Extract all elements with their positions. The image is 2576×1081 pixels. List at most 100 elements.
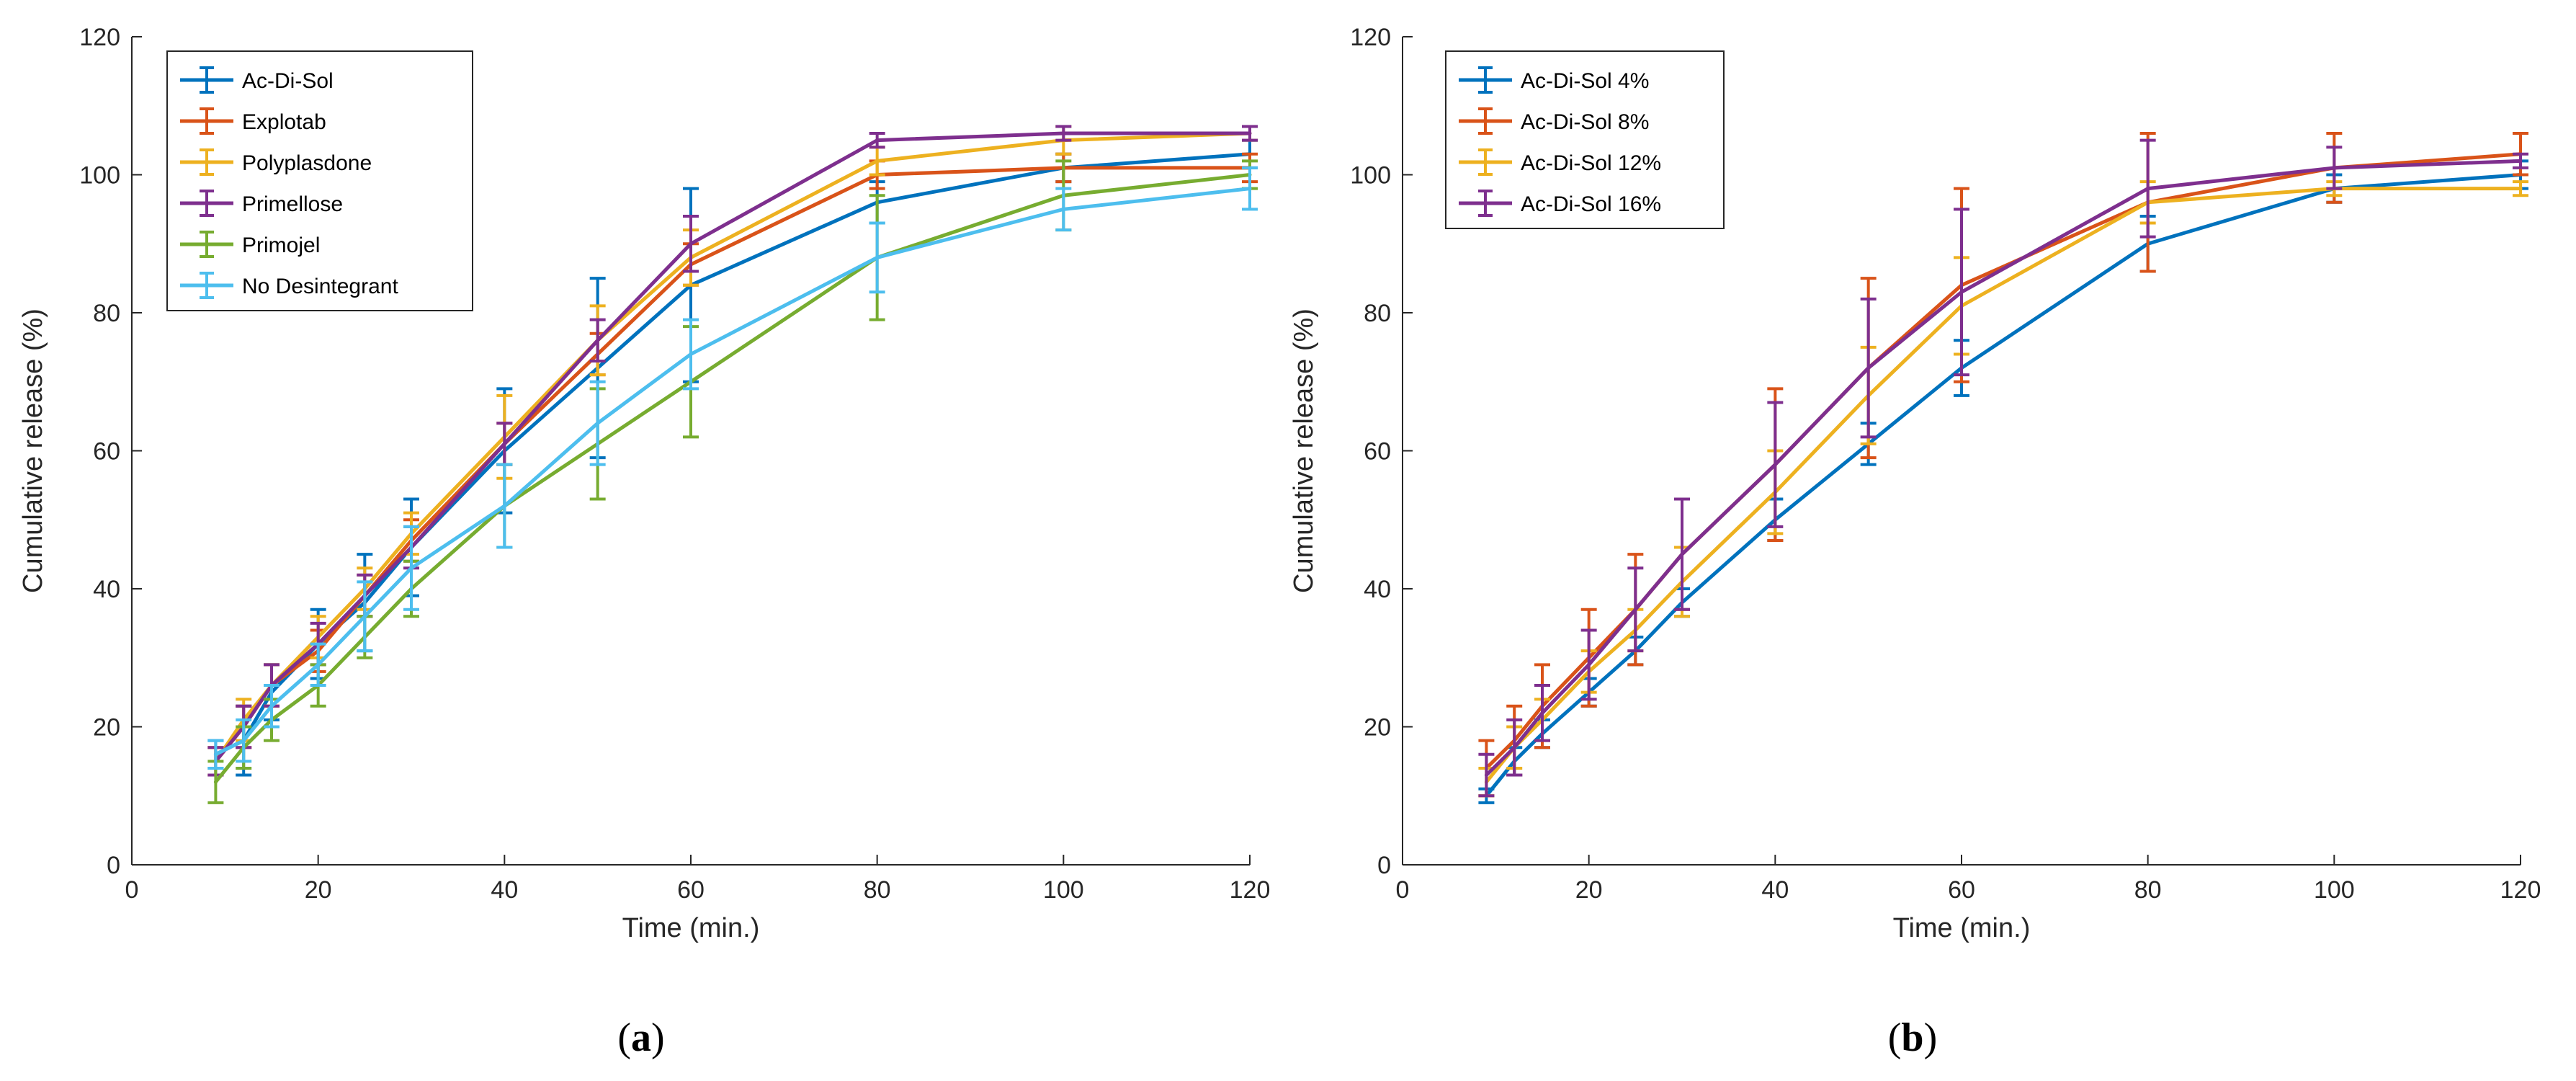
series-line — [1485, 159, 2521, 777]
legend-label: Ac-Di-Sol 12% — [1521, 151, 1661, 175]
x-tick-label: 120 — [1230, 876, 1271, 904]
data-point — [241, 739, 246, 743]
legend: Ac-Di-Sol Explotab Polyplasdone Primellose P… — [166, 50, 473, 311]
legend: Ac-Di-Sol 4% Ac-Di-Sol 8% Ac-Di-Sol 12% Ac-… — [1445, 50, 1725, 229]
data-point — [2518, 187, 2523, 191]
data-point — [502, 442, 506, 446]
data-point — [689, 241, 693, 246]
y-tick-label: 20 — [93, 714, 120, 742]
y-tick-label: 60 — [93, 438, 120, 466]
y-axis-label: Cumulative release (%) — [1289, 308, 1319, 593]
y-tick-label: 0 — [107, 852, 120, 879]
axes: 0 20 40 60 80 100 120 0 20 40 60 80 100 120 — [79, 24, 1270, 904]
series-6 — [207, 166, 1258, 770]
series-line — [214, 173, 1251, 783]
data-point — [213, 752, 218, 757]
legend-label: Primojel — [242, 233, 320, 257]
data-point — [213, 780, 218, 784]
legend-entry: No Desintegrant — [180, 272, 398, 299]
data-point — [1959, 290, 1964, 294]
y-tick-label: 40 — [1364, 576, 1391, 603]
data-point — [1540, 711, 1544, 715]
data-point — [1866, 366, 1871, 370]
data-point — [1680, 552, 1684, 556]
y-tick-label: 120 — [1350, 24, 1391, 51]
x-axis-label: Time (min.) — [622, 913, 760, 943]
legend-label: Ac-Di-Sol 8% — [1521, 110, 1649, 134]
legend-entry: Ac-Di-Sol 4% — [1459, 66, 1649, 94]
x-tick-label: 20 — [305, 876, 332, 904]
chart-panel-b: 0 20 40 60 80 100 120 0 20 40 60 80 100 120 Time (min.… — [1289, 24, 2541, 1060]
legend-label: Polyplasdone — [242, 151, 372, 175]
legend-entry: Primojel — [180, 231, 320, 258]
data-point — [2332, 166, 2336, 170]
data-point — [362, 614, 367, 618]
series-line — [1485, 187, 2521, 783]
y-tick-label: 120 — [79, 24, 120, 51]
legend-box — [166, 50, 473, 311]
data-point — [1512, 745, 1516, 749]
y-tick-label: 20 — [1364, 714, 1391, 742]
y-tick-label: 100 — [1350, 162, 1391, 190]
legend-label: Ac-Di-Sol 4% — [1521, 69, 1649, 93]
x-tick-label: 20 — [1575, 876, 1603, 904]
data-point — [1587, 662, 1591, 667]
y-tick-label: 0 — [1377, 852, 1391, 879]
x-tick-label: 80 — [864, 876, 891, 904]
legend-label: Ac-Di-Sol — [242, 69, 334, 93]
y-tick-label: 100 — [79, 162, 120, 190]
legend-label: Explotab — [242, 110, 326, 134]
x-tick-label: 60 — [1948, 876, 1975, 904]
x-tick-label: 100 — [1043, 876, 1084, 904]
legend-label: Primellose — [242, 192, 343, 216]
data-point — [269, 704, 274, 708]
legend-label: Ac-Di-Sol 16% — [1521, 192, 1661, 216]
data-point — [2518, 159, 2523, 163]
legend-entry: Primellose — [180, 190, 343, 217]
series-line — [215, 187, 1251, 757]
chart-panel-a: 0 20 40 60 80 100 120 0 20 40 60 80 100 120 Time (min.… — [18, 24, 1270, 1060]
legend-entry: Polyplasdone — [180, 148, 372, 176]
data-point — [1061, 131, 1065, 135]
data-point — [1484, 773, 1488, 778]
data-point — [596, 338, 600, 342]
x-tick-label: 0 — [125, 876, 139, 904]
data-point — [2146, 187, 2150, 191]
series-4 — [1478, 138, 2528, 798]
legend-entry: Ac-Di-Sol — [180, 66, 334, 94]
panel-label: (b) — [1888, 1015, 1937, 1060]
series-line — [1485, 173, 2521, 797]
x-tick-label: 0 — [1396, 876, 1410, 904]
x-tick-label: 120 — [2500, 876, 2541, 904]
x-tick-label: 80 — [2134, 876, 2162, 904]
legend-entry: Ac-Di-Sol 12% — [1459, 148, 1661, 176]
axes: 0 20 40 60 80 100 120 0 20 40 60 80 100 120 — [1350, 24, 2541, 904]
legend-label: No Desintegrant — [242, 275, 398, 298]
data-point — [875, 138, 880, 143]
y-tick-label: 80 — [93, 300, 120, 327]
legend-entry: Explotab — [180, 107, 326, 135]
data-point — [689, 352, 693, 356]
y-tick-label: 40 — [93, 576, 120, 603]
data-point — [875, 255, 880, 259]
data-point — [502, 504, 506, 508]
x-tick-label: 40 — [1761, 876, 1789, 904]
data-point — [1773, 463, 1777, 467]
legend-entry: Ac-Di-Sol 8% — [1459, 107, 1649, 135]
x-tick-label: 40 — [491, 876, 518, 904]
data-point — [596, 421, 600, 425]
panel-label: (a) — [617, 1015, 664, 1060]
data-point — [1633, 608, 1637, 612]
x-axis-label: Time (min.) — [1893, 913, 2031, 943]
legend-entry: Ac-Di-Sol 16% — [1459, 190, 1661, 217]
y-axis-label: Cumulative release (%) — [18, 308, 48, 593]
data-point — [1248, 131, 1252, 135]
data-point — [1061, 207, 1065, 211]
x-tick-label: 100 — [2314, 876, 2355, 904]
data-point — [1248, 187, 1252, 191]
y-tick-label: 60 — [1364, 438, 1391, 466]
y-tick-label: 80 — [1364, 300, 1391, 327]
series-line — [214, 131, 1250, 762]
x-tick-label: 60 — [677, 876, 705, 904]
